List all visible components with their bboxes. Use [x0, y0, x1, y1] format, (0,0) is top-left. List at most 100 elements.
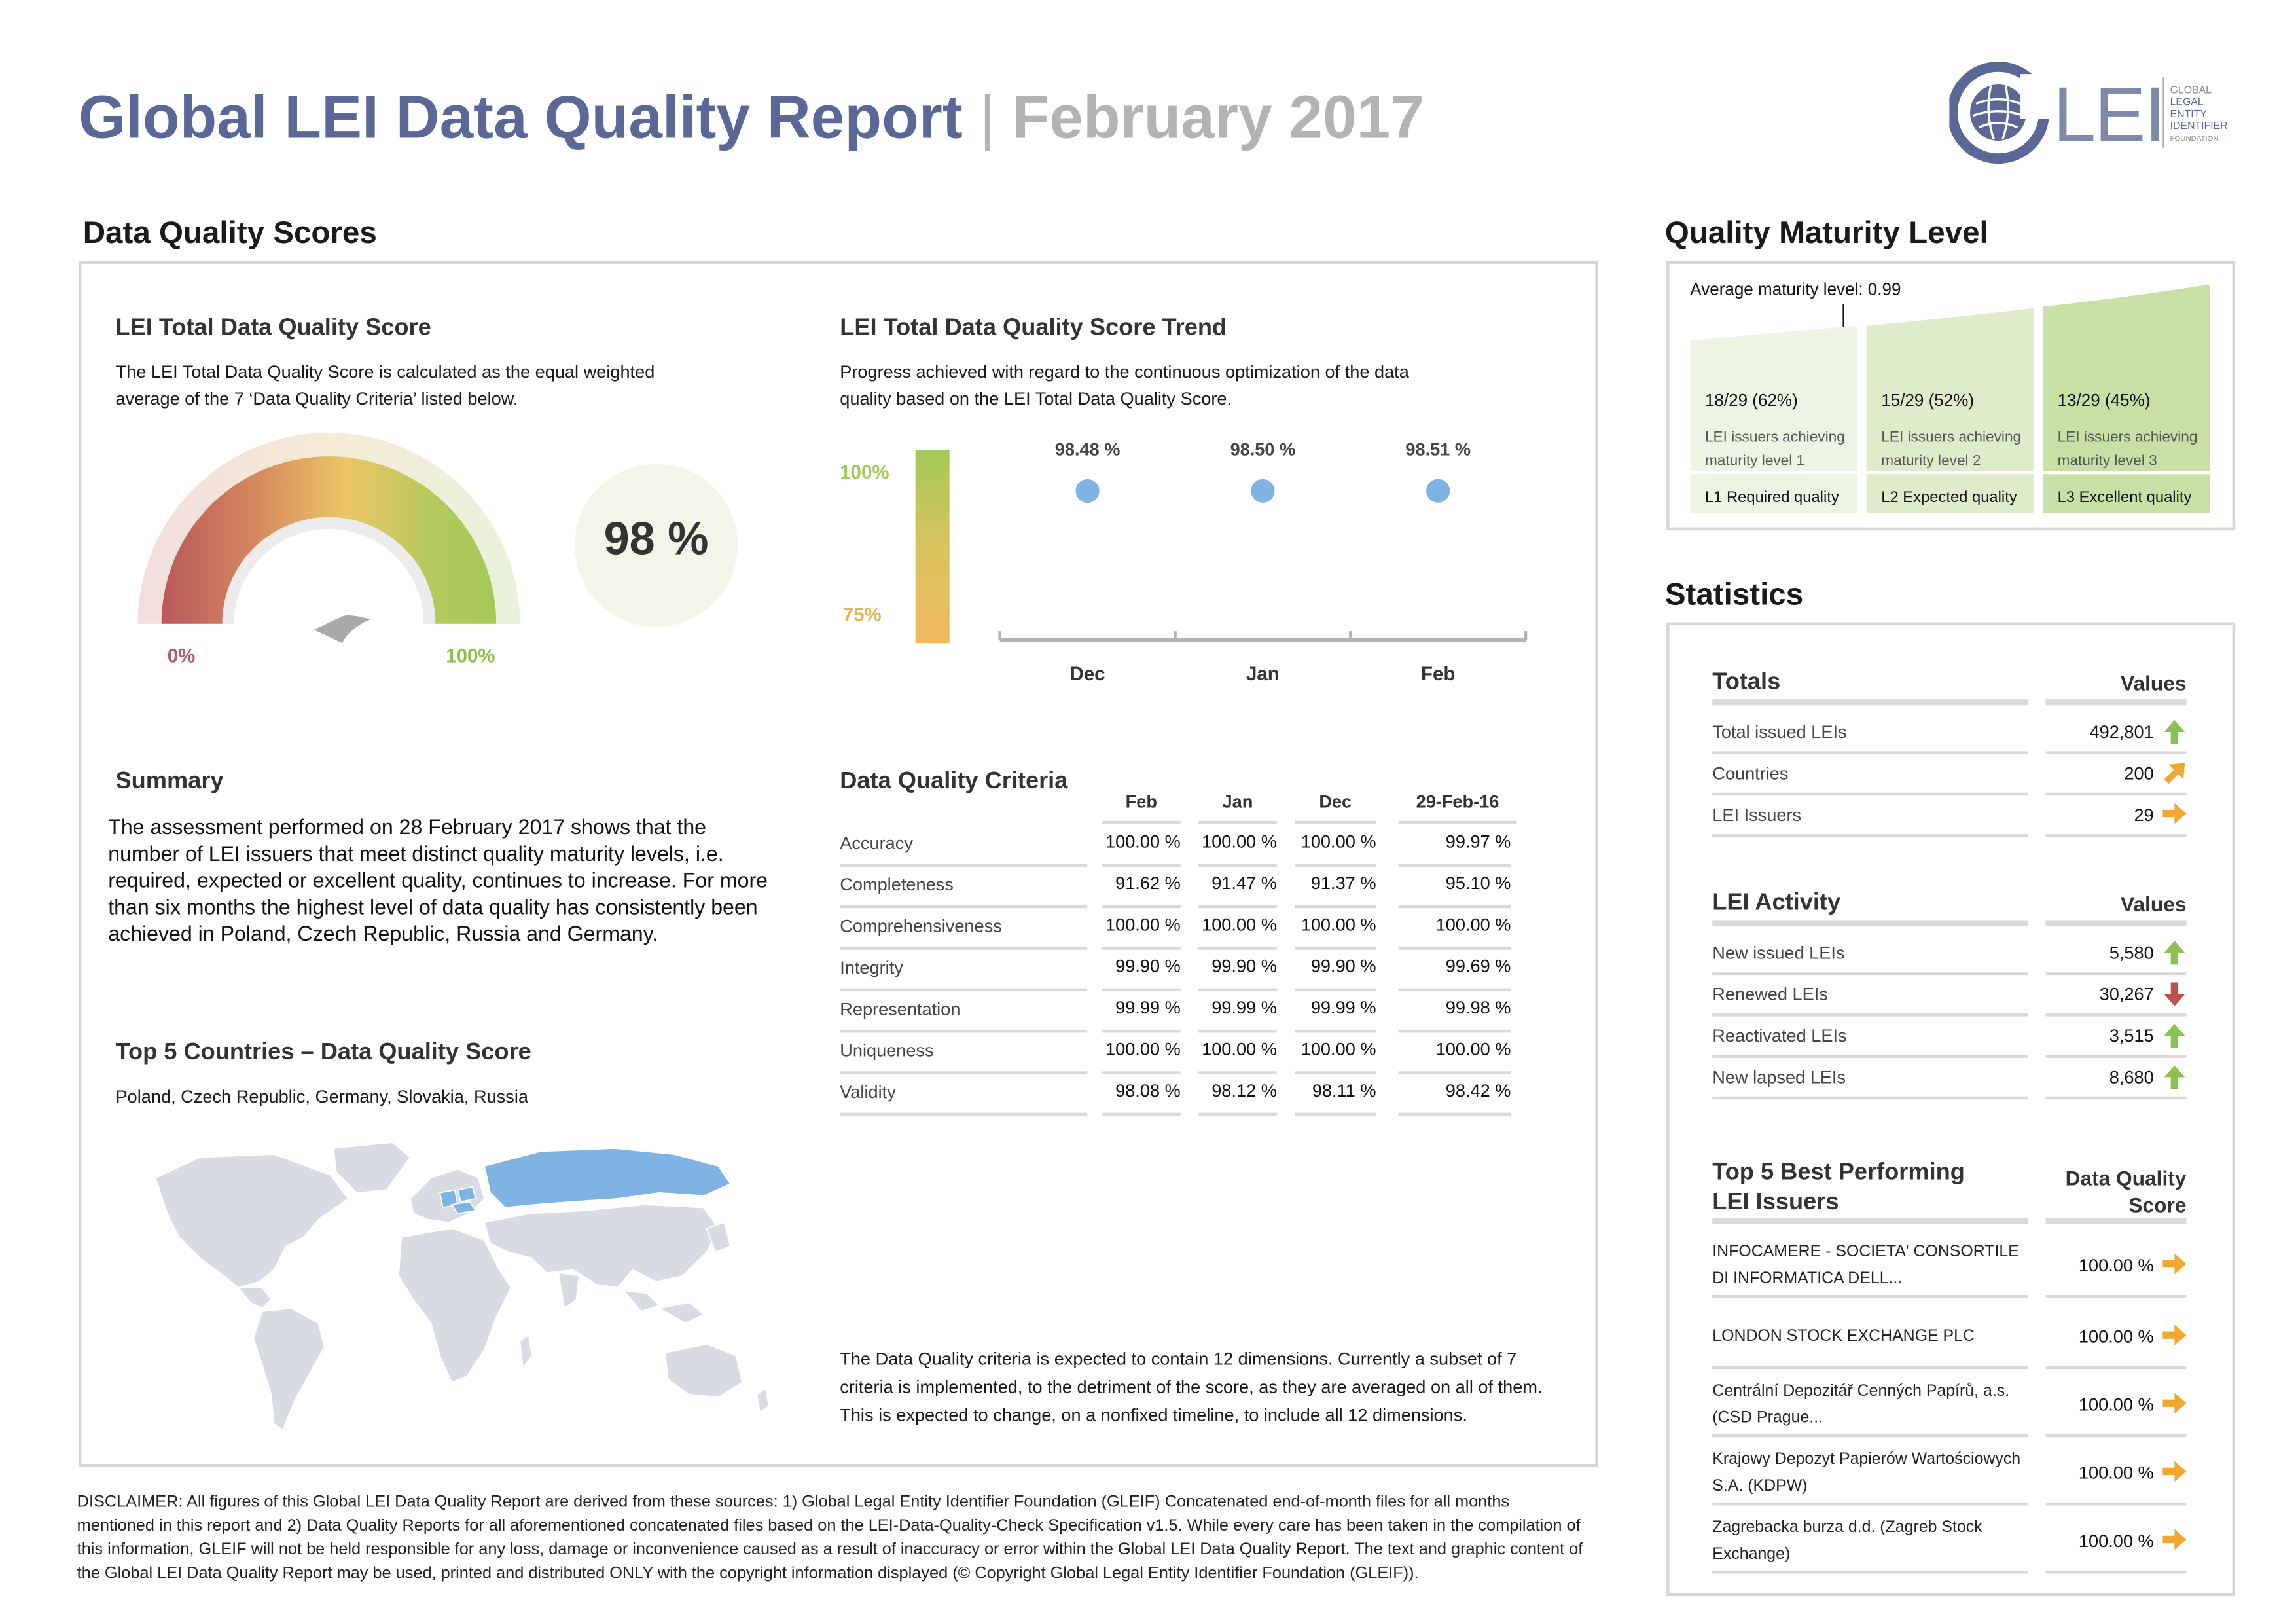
trend-x-label: Feb: [1421, 663, 1455, 685]
criteria-row: Representation 99.99 % 99.99 % 99.99 % 9…: [840, 990, 1518, 1033]
activity-row-value: 8,680: [2045, 1058, 2187, 1100]
issuers-score-header: Data Quality Score: [2045, 1165, 2187, 1224]
trend-data-label: 98.48 %: [1055, 439, 1121, 460]
totals-value: 29: [2134, 804, 2154, 826]
totals-value: 200: [2124, 763, 2154, 784]
criteria-value: 99.90 %: [1102, 948, 1181, 992]
criteria-value: 99.69 %: [1398, 948, 1511, 992]
maturity-l2-desc-line2: maturity level 2: [1881, 453, 1981, 470]
logo-divider: [2162, 77, 2164, 149]
issuers-header-line2: LEI Issuers: [1712, 1190, 1839, 1215]
maturity-l1-desc-line1: LEI issuers achieving: [1704, 429, 1845, 447]
trend-x-label: Jan: [1246, 663, 1280, 685]
disclaimer: DISCLAIMER: All figures of this Global L…: [77, 1493, 1583, 1583]
report-title-main: Global LEI Data Quality Report: [78, 82, 963, 151]
arrow-up-icon: [2164, 1023, 2185, 1048]
issuer-score: 100.00 %: [2078, 1254, 2154, 1276]
totals-row-label: Total issued LEIs: [1712, 713, 2028, 754]
issuer-score: 100.00 %: [2078, 1530, 2154, 1552]
arrow-right-icon: [2162, 1529, 2187, 1550]
activity-header: LEI Activity: [1712, 890, 2028, 926]
gauge-max-label: 100%: [446, 644, 495, 667]
totals-row-value: 200: [2045, 754, 2187, 796]
trend-legend-high: 100%: [840, 460, 889, 483]
quality-gauge: [137, 432, 520, 644]
criteria-value: 95.10 %: [1398, 866, 1511, 909]
activity-value: 3,515: [2109, 1025, 2154, 1046]
statistics-panel: [1666, 622, 2236, 1596]
gauge-min-label: 0%: [167, 644, 196, 667]
issuer-row-score: 100.00 %: [2045, 1511, 2187, 1574]
world-map: [154, 1141, 770, 1431]
maturity-l3-label: L3 Excellent quality: [2057, 488, 2192, 507]
activity-value: 5,580: [2109, 942, 2154, 964]
trend-legend-low: 75%: [842, 603, 882, 626]
maturity-step-l2: [1866, 308, 2034, 513]
criteria-value: 99.90 %: [1295, 948, 1376, 992]
score-circle: [575, 464, 738, 627]
arrow-up-right-icon: [2164, 763, 2185, 784]
criteria-value: 98.08 %: [1102, 1073, 1181, 1116]
maturity-l2-label: L2 Expected quality: [1881, 488, 2017, 507]
issuer-score: 100.00 %: [2078, 1394, 2154, 1415]
criteria-value: 100.00 %: [1198, 907, 1277, 950]
criteria-value: 99.90 %: [1198, 948, 1277, 992]
title-separator: |: [979, 82, 996, 151]
criteria-value: 99.99 %: [1295, 990, 1376, 1033]
activity-row-label: Renewed LEIs: [1712, 975, 2028, 1017]
trend-point: [1251, 479, 1275, 503]
criteria-col-prev-year: 29-Feb-16: [1398, 792, 1517, 824]
trend-x-label: Dec: [1070, 663, 1105, 685]
activity-row-value: 30,267: [2045, 975, 2187, 1017]
activity-value: 8,680: [2109, 1067, 2154, 1088]
criteria-title: Data Quality Criteria: [840, 769, 1068, 795]
criteria-row: Completeness 91.62 % 91.47 % 91.37 % 95.…: [840, 866, 1518, 909]
criteria-value: 100.00 %: [1398, 1031, 1511, 1074]
logo-sub-2: LEGAL: [2170, 98, 2204, 109]
trend-point: [1426, 479, 1450, 503]
criteria-value: 91.62 %: [1102, 866, 1181, 909]
criteria-col-jan: Jan: [1198, 792, 1277, 824]
criteria-value: 99.99 %: [1102, 990, 1181, 1033]
issuer-row-name: Centrální Depozitář Cenných Papírů, a.s.…: [1712, 1375, 2028, 1438]
totals-row-label: LEI Issuers: [1712, 795, 2028, 837]
total-score-desc: The LEI Total Data Quality Score is calc…: [115, 361, 655, 409]
section-title-maturity: Quality Maturity Level: [1664, 216, 1988, 251]
trend-data-label: 98.51 %: [1405, 439, 1471, 459]
maturity-l3-count: 13/29 (45%): [2057, 392, 2151, 410]
criteria-col-feb: Feb: [1102, 792, 1181, 824]
criteria-value: 100.00 %: [1102, 824, 1181, 867]
map-russia: [483, 1148, 732, 1209]
totals-row-value: 492,801: [2045, 713, 2187, 754]
arrow-down-icon: [2164, 982, 2185, 1006]
criteria-name: Representation: [840, 990, 1088, 1033]
map-czech-slovakia: [450, 1201, 477, 1214]
criteria-value: 100.00 %: [1198, 1031, 1277, 1074]
activity-row-label: New lapsed LEIs: [1712, 1058, 2028, 1100]
arrow-right-icon: [2162, 803, 2187, 824]
totals-row-label: Countries: [1712, 754, 2028, 796]
issuer-row-name: INFOCAMERE - SOCIETA' CONSORTILE DI INFO…: [1712, 1236, 2028, 1298]
top5-countries-list: Poland, Czech Republic, Germany, Slovaki…: [115, 1085, 529, 1107]
criteria-row: Accuracy 100.00 % 100.00 % 100.00 % 99.9…: [840, 824, 1518, 867]
maturity-l1-desc: LEI issuers achieving maturity level 1: [1705, 427, 1845, 474]
maturity-l1-desc-line2: maturity level 1: [1704, 453, 1805, 470]
maturity-l1-count: 18/29 (62%): [1704, 392, 1798, 410]
trend-desc: Progress achieved with regard to the con…: [840, 361, 1409, 409]
issuer-row-name: LONDON STOCK EXCHANGE PLC: [1712, 1307, 2028, 1370]
criteria-value: 100.00 %: [1295, 907, 1376, 950]
top5-countries-title: Top 5 Countries – Data Quality Score: [115, 1040, 531, 1066]
activity-value: 30,267: [2099, 983, 2154, 1005]
issuers-header-line1: Top 5 Best Performing: [1712, 1160, 1965, 1186]
gauge-needle: [314, 615, 370, 644]
criteria-row: Validity 98.08 % 98.12 % 98.11 % 98.42 %: [840, 1073, 1518, 1116]
criteria-name: Completeness: [840, 866, 1088, 909]
arrow-up-icon: [2164, 1065, 2185, 1089]
logo-sub-1: GLOBAL: [2170, 86, 2212, 97]
summary-text: The assessment performed on 28 February …: [108, 816, 768, 947]
summary-title: Summary: [115, 769, 224, 795]
criteria-value: 98.12 %: [1198, 1073, 1277, 1116]
arrow-right-icon: [2162, 1461, 2187, 1482]
logo-text: LEI: [2053, 72, 2166, 159]
